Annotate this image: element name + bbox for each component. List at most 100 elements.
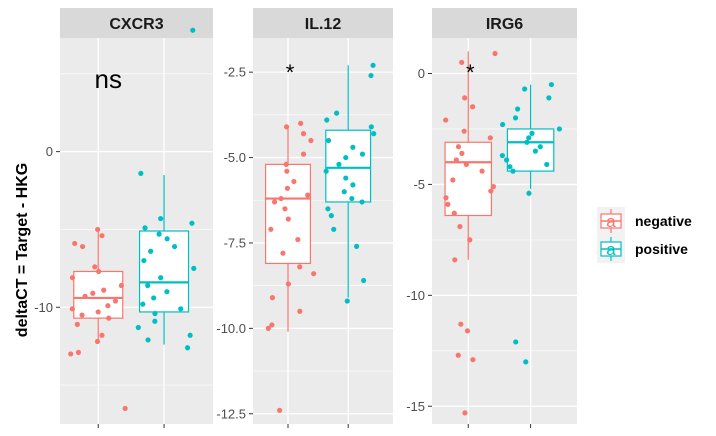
data-point-positive: [354, 243, 360, 249]
data-point-negative: [112, 298, 119, 304]
data-point-positive: [328, 213, 334, 219]
data-point-positive: [158, 275, 164, 281]
data-point-negative: [99, 332, 105, 338]
legend-entry-positive: a positive: [597, 235, 688, 263]
data-point-positive: [145, 282, 151, 289]
data-point-negative: [461, 128, 467, 134]
legend: a negative a positive: [597, 207, 692, 263]
data-point-negative: [269, 295, 276, 301]
data-point-positive: [152, 318, 158, 324]
data-point-positive: [512, 115, 519, 121]
facet-strip-label: IRG6: [486, 16, 523, 33]
data-point-negative: [265, 325, 271, 331]
data-point-negative: [268, 226, 274, 232]
data-point-positive: [158, 215, 164, 222]
data-point-positive: [171, 243, 178, 250]
legend-key-glyph: a: [606, 240, 616, 259]
data-point-positive: [343, 154, 349, 161]
data-point-positive: [152, 310, 158, 317]
facet-strip-label: CXCR3: [109, 16, 163, 33]
legend-label: negative: [635, 213, 692, 229]
data-point-positive: [349, 195, 355, 202]
data-point-negative: [95, 226, 101, 233]
data-point-negative: [308, 137, 314, 144]
data-point-positive: [344, 298, 350, 304]
significance-annotation: ns: [95, 64, 122, 94]
data-point-positive: [141, 257, 147, 264]
data-point-positive: [513, 339, 519, 345]
data-point-positive: [532, 148, 538, 154]
data-point-positive: [341, 189, 347, 195]
data-point-negative: [479, 168, 485, 174]
data-point-positive: [331, 226, 337, 232]
data-point-negative: [311, 271, 317, 277]
boxplot-positive: [325, 65, 372, 298]
data-point-negative: [283, 161, 289, 167]
legend-entry-negative: a negative: [597, 207, 692, 235]
data-point-negative: [458, 321, 464, 327]
facet-strip: [60, 8, 213, 38]
data-point-positive: [323, 168, 329, 174]
data-point-negative: [92, 264, 98, 270]
data-point-negative: [463, 161, 469, 168]
data-point-negative: [284, 168, 290, 174]
data-point-negative: [277, 407, 283, 413]
data-point-positive: [368, 72, 374, 79]
data-point-negative: [457, 223, 463, 230]
data-point-negative: [75, 349, 82, 356]
data-point-negative: [455, 352, 461, 358]
data-point-positive: [343, 175, 349, 181]
data-point-negative: [105, 303, 111, 309]
data-point-negative: [79, 312, 85, 318]
data-point-positive: [370, 62, 376, 68]
data-point-negative: [106, 315, 112, 321]
data-point-positive: [522, 86, 528, 92]
data-point-positive: [515, 106, 521, 112]
boxplot-negative: [265, 126, 312, 332]
y-tick-label: -5: [413, 177, 425, 192]
data-point-negative: [492, 50, 498, 57]
data-point-positive: [361, 277, 367, 284]
y-axis-label: deltaCT = Target - HKG: [14, 163, 31, 337]
data-point-negative: [96, 268, 102, 275]
data-point-negative: [297, 308, 303, 314]
data-point-negative: [72, 240, 78, 247]
data-point-positive: [359, 199, 365, 205]
data-point-positive: [148, 248, 154, 254]
significance-annotation: *: [286, 60, 295, 85]
data-point-positive: [526, 135, 532, 141]
data-point-negative: [467, 237, 473, 243]
data-point-positive: [537, 144, 543, 150]
data-point-positive: [359, 151, 366, 157]
data-point-positive: [145, 337, 151, 343]
data-point-negative: [462, 410, 468, 416]
data-point-negative: [443, 117, 449, 123]
data-point-negative: [470, 104, 476, 110]
data-point-negative: [79, 243, 86, 250]
data-point-positive: [187, 332, 193, 338]
panel-background: [60, 38, 213, 424]
data-point-positive: [371, 131, 377, 137]
y-tick-label: -7.5: [224, 235, 246, 250]
data-point-positive: [138, 170, 144, 177]
data-point-positive: [189, 220, 195, 226]
data-point-negative: [90, 290, 96, 296]
data-point-positive: [325, 206, 331, 212]
data-point-positive: [142, 225, 148, 231]
data-point-negative: [278, 195, 284, 202]
boxplot-positive: [138, 174, 190, 345]
data-point-negative: [69, 275, 76, 281]
data-point-positive: [178, 306, 184, 312]
data-point-negative: [285, 281, 291, 287]
data-point-negative: [443, 195, 449, 201]
data-point-positive: [510, 168, 516, 174]
data-point-positive: [164, 289, 170, 295]
data-point-negative: [462, 95, 468, 101]
data-point-positive: [164, 236, 170, 242]
data-point-negative: [99, 233, 105, 239]
data-point-negative: [459, 150, 465, 156]
data-point-positive: [524, 139, 530, 145]
data-point-negative: [488, 188, 494, 194]
y-tick-label: -5.0: [224, 150, 246, 165]
data-point-positive: [523, 359, 529, 365]
